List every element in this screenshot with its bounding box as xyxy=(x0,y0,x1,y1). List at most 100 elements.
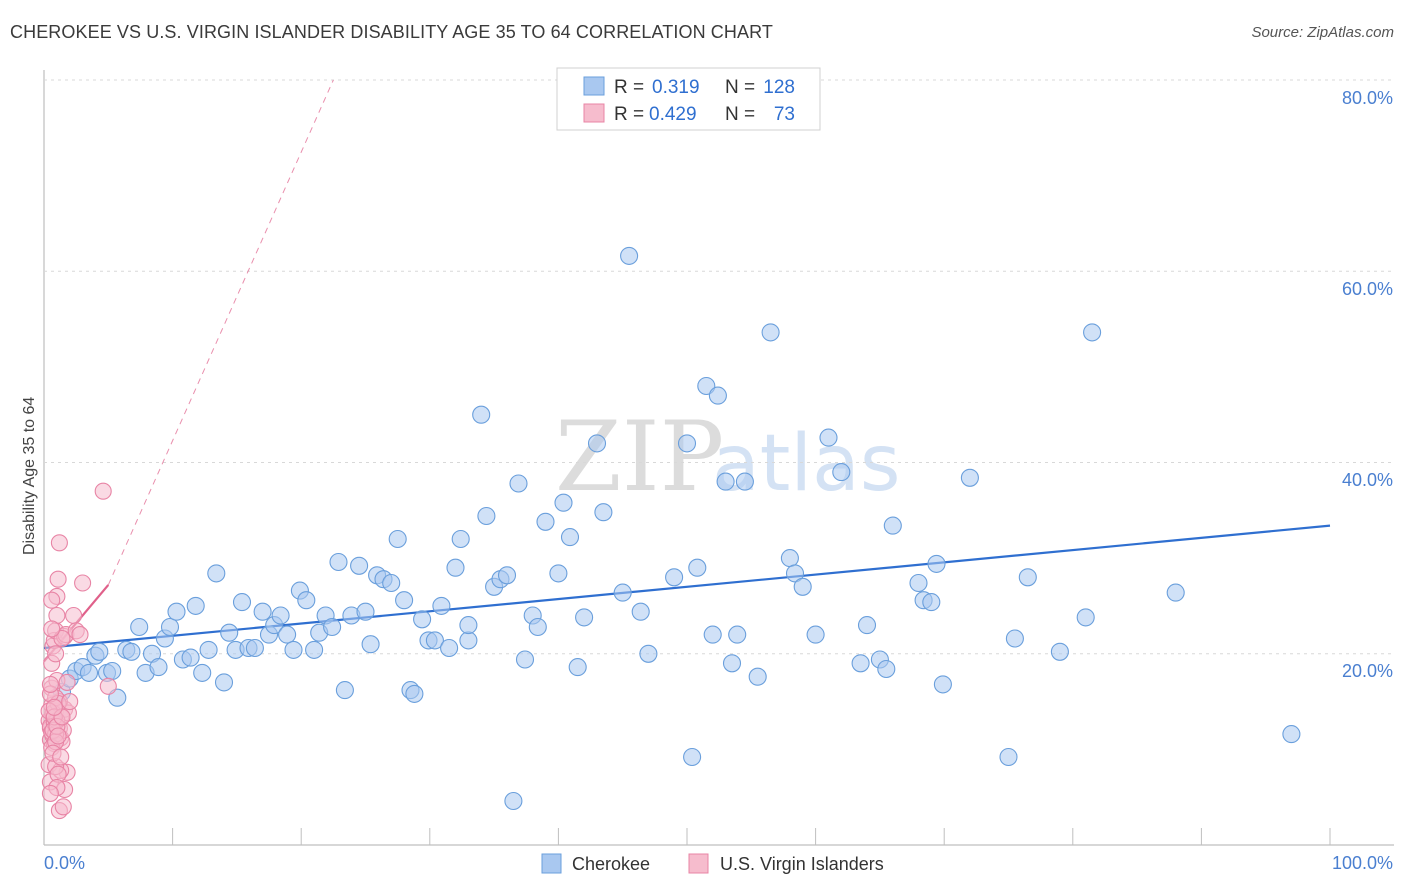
data-point-cherokee xyxy=(819,428,838,447)
x-tick-layer xyxy=(43,828,1331,845)
data-point-cherokee xyxy=(806,625,825,644)
data-point-cherokee xyxy=(883,516,902,535)
legend-swatch-virgin-islanders xyxy=(583,103,605,123)
data-point-cherokee xyxy=(181,648,200,667)
data-point-cherokee xyxy=(477,506,496,526)
data-point-cherokee xyxy=(160,617,180,637)
data-point-cherokee xyxy=(793,577,812,596)
data-point-cherokee xyxy=(722,654,742,673)
y-tick-label: 20.0% xyxy=(1342,661,1393,681)
grid-layer xyxy=(44,79,1394,655)
data-point-cherokee xyxy=(103,661,122,681)
data-point-cherokee xyxy=(528,617,547,637)
data-point-cherokee xyxy=(1166,583,1185,602)
data-point-cherokee xyxy=(232,593,252,612)
data-point-cherokee xyxy=(877,659,896,679)
data-point-cherokee xyxy=(425,631,444,650)
data-point-cherokee xyxy=(515,650,535,669)
legend-swatch-virgin-islanders xyxy=(688,853,709,874)
data-point-cherokee xyxy=(922,593,941,612)
data-point-cherokee xyxy=(323,617,342,637)
data-point-cherokee xyxy=(1282,725,1301,744)
point-layer xyxy=(40,246,1301,820)
data-point-virgin-islanders xyxy=(43,620,61,638)
data-point-cherokee xyxy=(108,688,127,707)
data-point-cherokee xyxy=(472,405,491,424)
data-point-cherokee xyxy=(1005,629,1024,648)
data-point-cherokee xyxy=(568,658,587,677)
data-point-cherokee xyxy=(214,673,234,692)
data-point-virgin-islanders xyxy=(54,798,72,816)
stats-legend: R = 0.319 N = 128 R = 0.429 N = 73 xyxy=(556,67,821,131)
data-point-cherokee xyxy=(305,640,324,659)
data-point-cherokee xyxy=(851,654,870,673)
data-point-cherokee xyxy=(284,640,303,659)
data-point-cherokee xyxy=(594,503,613,522)
data-point-cherokee xyxy=(639,644,658,663)
data-point-cherokee xyxy=(716,472,735,491)
data-point-virgin-islanders xyxy=(58,673,76,691)
data-point-cherokee xyxy=(780,549,799,568)
data-point-cherokee xyxy=(149,658,168,677)
legend-label-virgin-islanders: U.S. Virgin Islanders xyxy=(720,854,884,874)
series-legend: Cherokee U.S. Virgin Islanders xyxy=(541,853,884,874)
data-point-virgin-islanders xyxy=(45,698,63,716)
data-point-cherokee xyxy=(451,529,470,549)
data-point-virgin-islanders xyxy=(49,727,67,745)
data-point-cherokee xyxy=(350,556,369,575)
data-point-cherokee xyxy=(220,623,239,642)
data-point-cherokee xyxy=(193,663,212,682)
data-point-virgin-islanders xyxy=(47,645,65,663)
data-point-cherokee xyxy=(999,747,1018,767)
data-point-cherokee xyxy=(1050,642,1069,661)
data-point-cherokee xyxy=(459,631,478,650)
data-point-cherokee xyxy=(554,493,573,512)
legend-r-value: 0.429 xyxy=(649,104,697,125)
data-point-cherokee xyxy=(361,635,380,654)
data-point-virgin-islanders xyxy=(65,606,83,625)
data-point-cherokee xyxy=(960,468,979,487)
data-point-cherokee xyxy=(245,638,264,658)
legend-r-value: 0.319 xyxy=(652,77,700,98)
data-point-cherokee xyxy=(79,663,99,682)
data-point-cherokee xyxy=(504,791,523,811)
legend-label-cherokee: Cherokee xyxy=(572,854,650,874)
data-point-cherokee xyxy=(933,675,952,694)
data-point-cherokee xyxy=(560,528,580,547)
data-point-cherokee xyxy=(735,472,754,491)
watermark-zip: ZIP xyxy=(555,401,724,513)
data-point-cherokee xyxy=(432,596,451,615)
data-point-cherokee xyxy=(683,747,702,767)
source-label: Source: ZipAtlas.com xyxy=(1251,24,1394,41)
data-point-cherokee xyxy=(761,323,780,342)
data-point-cherokee xyxy=(927,554,946,573)
data-point-cherokee xyxy=(909,573,928,593)
data-point-cherokee xyxy=(703,625,722,644)
data-point-virgin-islanders xyxy=(49,570,67,588)
data-point-cherokee xyxy=(697,376,716,396)
legend-swatch-cherokee xyxy=(541,853,562,874)
data-point-cherokee xyxy=(708,386,727,405)
y-axis-title: Disability Age 35 to 64 xyxy=(21,397,38,555)
data-point-cherokee xyxy=(405,684,424,703)
data-point-cherokee xyxy=(1076,608,1095,627)
data-point-cherokee xyxy=(536,512,555,531)
data-point-cherokee xyxy=(728,625,747,644)
data-point-cherokee xyxy=(271,606,290,625)
data-point-cherokee xyxy=(631,602,650,621)
y-tick-label: 80.0% xyxy=(1342,88,1393,108)
data-point-cherokee xyxy=(199,640,218,659)
y-tick-label: 60.0% xyxy=(1342,279,1393,299)
data-point-virgin-islanders xyxy=(43,591,61,609)
watermark-atlas: atlas xyxy=(712,419,901,509)
data-point-virgin-islanders xyxy=(71,626,89,644)
data-point-cherokee xyxy=(122,642,141,661)
data-point-cherokee xyxy=(167,602,186,621)
data-point-cherokee xyxy=(832,463,851,482)
data-point-cherokee xyxy=(388,529,407,549)
legend-r-label: R = xyxy=(614,77,644,98)
legend-n-label: N = xyxy=(725,77,755,98)
data-point-cherokee xyxy=(297,591,316,610)
data-point-cherokee xyxy=(356,602,375,621)
data-point-virgin-islanders xyxy=(41,675,59,693)
